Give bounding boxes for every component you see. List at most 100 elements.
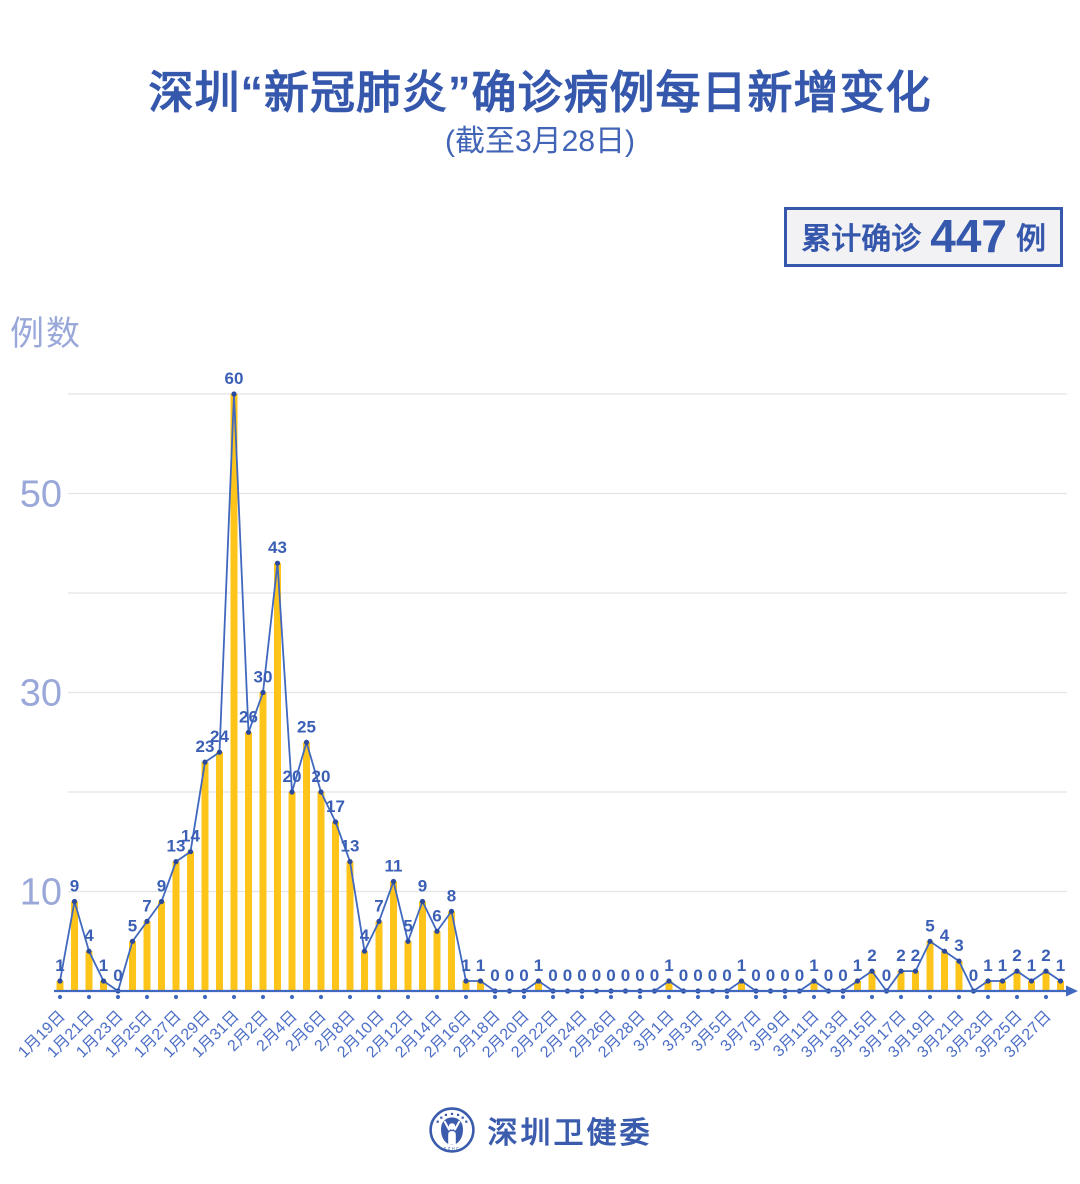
cumulative-total-badge: 累计确诊 447 例 [784, 207, 1063, 267]
bar [999, 981, 1006, 991]
x-tick [579, 994, 585, 1000]
bar [984, 981, 992, 991]
bar [462, 981, 470, 991]
value-label: 2 [1012, 946, 1021, 965]
bar [143, 921, 151, 991]
x-tick [260, 994, 266, 1000]
x-tick [811, 994, 817, 1000]
value-label: 7 [142, 896, 151, 915]
bar [854, 981, 861, 991]
bar [216, 752, 223, 991]
value-label: 1 [461, 956, 470, 975]
data-point [941, 948, 948, 954]
value-label: 7 [374, 896, 383, 915]
bar [535, 981, 542, 991]
value-label: 1 [664, 956, 673, 975]
x-tick [173, 994, 179, 1000]
data-point [898, 968, 904, 974]
value-label: 2 [911, 946, 920, 965]
data-point [912, 968, 919, 974]
value-label: 0 [490, 966, 499, 985]
data-point [100, 978, 107, 984]
bar [201, 762, 209, 991]
x-tick [434, 994, 440, 1000]
bar [404, 941, 412, 992]
x-tick [782, 994, 788, 1000]
bar [332, 821, 339, 991]
value-label: 0 [650, 966, 659, 985]
x-tick [144, 994, 150, 1000]
data-point [1028, 978, 1035, 984]
value-label: 0 [766, 966, 775, 985]
x-tick [1014, 994, 1020, 1000]
x-tick [463, 994, 469, 1000]
value-label: 0 [708, 966, 717, 985]
bar [303, 742, 310, 991]
value-label: 13 [341, 837, 360, 856]
data-point [274, 560, 281, 566]
bar [85, 951, 93, 991]
data-point [231, 391, 237, 397]
y-tick-label: 30 [20, 673, 62, 715]
x-tick [898, 994, 904, 1000]
value-label: 2 [896, 946, 905, 965]
data-point [187, 849, 194, 855]
data-point [927, 938, 933, 944]
data-point [332, 819, 339, 825]
bar [187, 851, 194, 991]
bar [317, 792, 325, 991]
data-point [245, 729, 252, 735]
bar [71, 901, 78, 991]
value-label: 11 [385, 857, 403, 876]
data-point [318, 789, 324, 795]
value-label: 0 [882, 966, 891, 985]
x-tick [666, 994, 672, 1000]
value-label: 1 [1027, 956, 1036, 975]
bar [1028, 981, 1035, 991]
data-point [361, 948, 368, 954]
value-label: 8 [447, 886, 456, 905]
value-label: 0 [679, 966, 688, 985]
value-label: 13 [167, 837, 186, 856]
value-label: 5 [925, 916, 934, 935]
data-point [811, 978, 817, 984]
data-point [86, 948, 92, 954]
bar [361, 951, 368, 991]
data-point [303, 739, 310, 745]
value-label: 0 [824, 966, 833, 985]
data-point [985, 978, 991, 984]
bar [129, 941, 136, 992]
bar [230, 394, 238, 991]
badge-label: 累计确诊 [801, 223, 922, 256]
x-tick [637, 994, 643, 1000]
x-tick [86, 994, 92, 1000]
value-label: 9 [157, 877, 166, 896]
data-point [999, 978, 1006, 984]
x-tick [724, 994, 730, 1000]
bar [56, 981, 64, 991]
bar [477, 981, 484, 991]
emblem-person-body [447, 1131, 456, 1145]
value-label: 24 [210, 727, 229, 746]
szhc-emblem-icon: SZHC [428, 1107, 475, 1153]
bar [158, 901, 165, 991]
value-label: 0 [722, 966, 731, 985]
value-label: 23 [196, 737, 215, 756]
x-tick [115, 994, 121, 1000]
value-label: 0 [621, 966, 630, 985]
data-point [434, 928, 440, 934]
data-point [289, 789, 295, 795]
value-label: 0 [606, 966, 615, 985]
data-point [129, 938, 136, 944]
bar [433, 931, 441, 991]
x-tick [202, 994, 208, 1000]
data-point [419, 898, 426, 905]
data-point [854, 978, 861, 984]
y-tick-label: 50 [20, 474, 62, 516]
value-label: 0 [113, 966, 122, 985]
data-point [57, 978, 63, 984]
bar [288, 792, 296, 991]
x-tick [695, 994, 701, 1000]
value-label: 9 [70, 877, 79, 896]
footer: SZHC 深圳卫健委 [0, 1106, 1080, 1154]
